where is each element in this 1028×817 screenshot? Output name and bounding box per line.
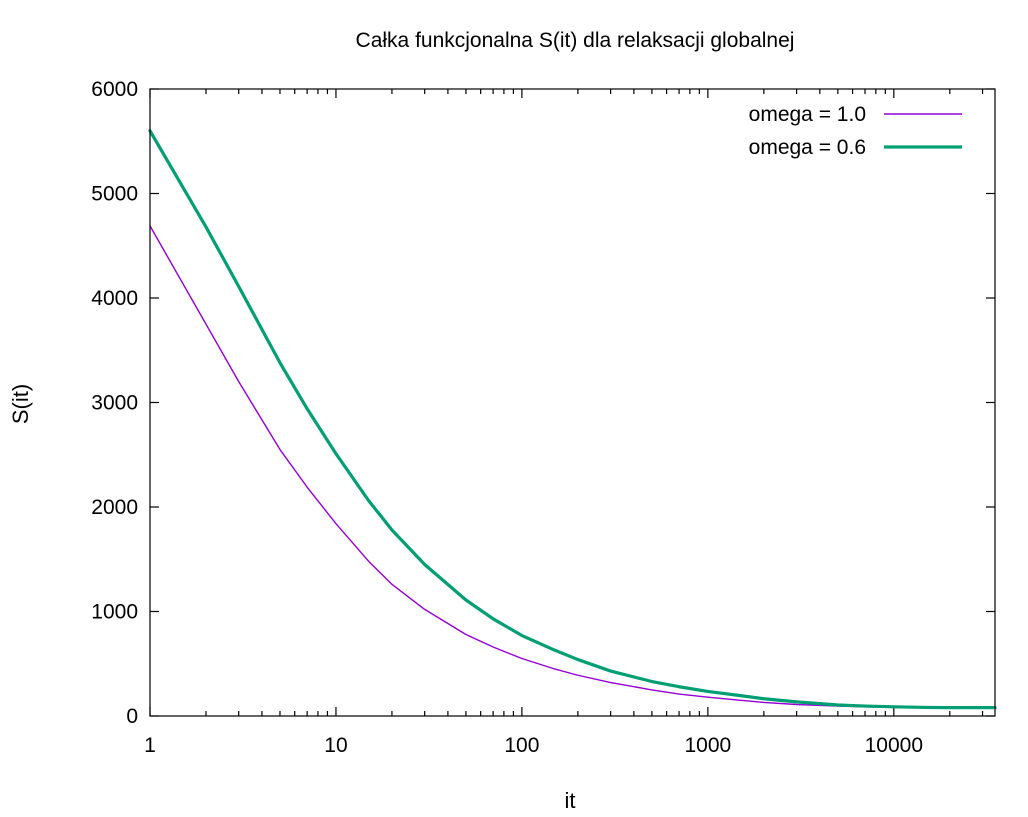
- series-lines: [148, 129, 997, 710]
- legend: omega = 1.0 omega = 0.6: [749, 103, 962, 159]
- y-tick-label: 5000: [91, 183, 138, 206]
- y-tick-label: 1000: [91, 601, 138, 624]
- y-tick-label: 6000: [91, 78, 138, 101]
- series-line-2: [148, 129, 997, 710]
- y-axis-label: S(it): [8, 384, 33, 424]
- y-tick-label: 3000: [91, 392, 138, 415]
- plot-frame: [149, 88, 996, 717]
- axis-ticks: 0 1000 2000 3000 4000 5000 6000 1 10 100 1000 10000: [91, 78, 995, 757]
- x-axis-label: it: [565, 788, 576, 813]
- x-tick-label: 1000: [685, 734, 732, 757]
- x-tick-label: 10000: [865, 734, 923, 757]
- legend-label: omega = 0.6: [749, 136, 866, 159]
- chart-title: Całka funkcjonalna S(it) dla relaksacji …: [356, 29, 795, 52]
- x-tick-label: 100: [504, 734, 539, 757]
- series-line-1: [149, 225, 916, 709]
- y-tick-label: 0: [126, 705, 138, 728]
- x-tick-label: 10: [324, 734, 347, 757]
- y-tick-label: 2000: [91, 496, 138, 519]
- y-tick-label: 4000: [91, 287, 138, 310]
- legend-label: omega = 1.0: [749, 103, 866, 126]
- x-tick-label: 1: [144, 734, 156, 757]
